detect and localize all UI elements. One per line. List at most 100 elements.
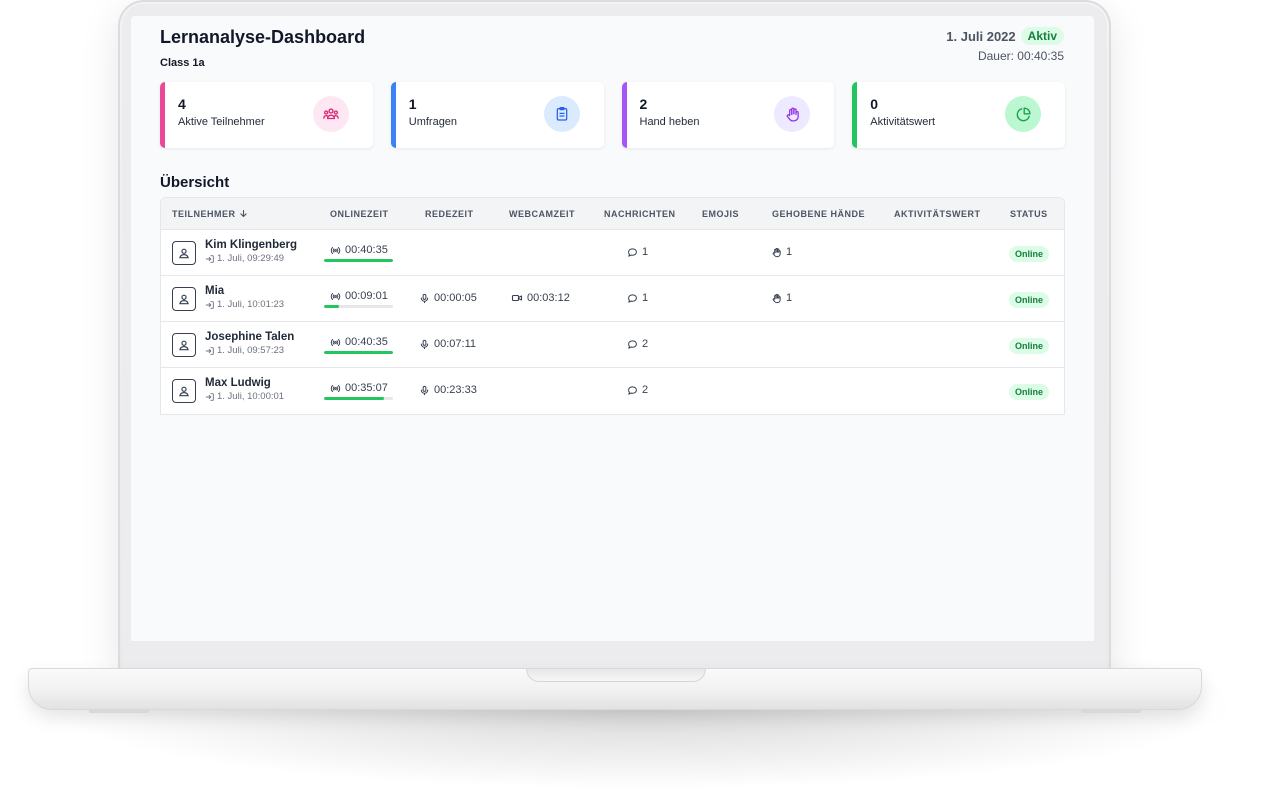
webcam-time: 00:03:12 — [511, 292, 570, 304]
column-header-label: TEILNEHMER — [172, 208, 236, 219]
user-icon — [179, 386, 189, 397]
participant-cell: Max Ludwig 1. Juli, 10:00:01 — [172, 377, 284, 403]
messages-cell: 1 — [627, 292, 648, 304]
stat-card-participants[interactable]: 4 Aktive Teilnehmer — [160, 82, 373, 148]
online-progress-fill — [324, 259, 393, 262]
online-progress — [324, 397, 393, 400]
messages-count: 2 — [627, 338, 648, 350]
stat-card-polls[interactable]: 1 Umfragen — [390, 82, 604, 148]
online-time-value: 00:09:01 — [345, 290, 388, 302]
stat-cards: 4 Aktive Teilnehmer 1 Umfragen 2 Hand he… — [160, 82, 1065, 148]
column-header-emojis[interactable]: EMOJIS — [702, 208, 740, 219]
online-progress-fill — [324, 305, 340, 308]
webcam-time-cell: 00:03:12 — [511, 292, 570, 304]
messages-count: 2 — [627, 384, 648, 396]
participant-joined: 1. Juli, 09:57:23 — [205, 345, 294, 356]
session-date-row: 1. Juli 2022 Aktiv — [946, 27, 1064, 45]
online-time-cell: 00:35:07 — [324, 382, 393, 400]
table-row[interactable]: Mia 1. Juli, 10:01:23 00:09:01 00:00:05 — [161, 276, 1064, 322]
avatar — [172, 287, 196, 311]
participant-info: Kim Klingenberg 1. Juli, 09:29:49 — [205, 239, 297, 264]
session-date: 1. Juli 2022 — [946, 28, 1016, 44]
user-icon — [179, 340, 189, 351]
participant-info: Mia 1. Juli, 10:01:23 — [205, 285, 284, 310]
online-progress — [324, 305, 393, 308]
online-time: 00:09:01 — [324, 290, 393, 302]
avatar — [172, 241, 196, 265]
page-title: Lernanalyse-Dashboard — [160, 27, 366, 47]
stat-card-activity[interactable]: 0 Aktivitätswert — [852, 82, 1065, 148]
card-accent-bar — [621, 82, 627, 148]
joined-time: 1. Juli, 09:57:23 — [217, 345, 285, 356]
participant-joined: 1. Juli, 10:00:01 — [205, 391, 284, 402]
login-icon — [205, 300, 214, 309]
hands-value: 1 — [786, 246, 793, 258]
status-badge: Online — [1009, 246, 1050, 262]
column-header-messages[interactable]: NACHRICHTEN — [604, 208, 676, 219]
participant-cell: Mia 1. Juli, 10:01:23 — [172, 285, 284, 311]
column-header-online[interactable]: ONLINEZEIT — [330, 208, 389, 219]
talk-time-cell: 00:23:33 — [419, 384, 477, 396]
status-cell: Online — [1009, 382, 1050, 400]
status-cell: Online — [1009, 290, 1050, 308]
messages-value: 1 — [642, 246, 649, 258]
participant-joined: 1. Juli, 09:29:49 — [205, 253, 297, 264]
column-header-hands[interactable]: GEHOBENE HÄNDE — [772, 208, 866, 219]
online-time-value: 00:35:07 — [345, 382, 388, 394]
dashboard-screen: Lernanalyse-Dashboard Class 1a 1. Juli 2… — [131, 16, 1094, 641]
messages-cell: 1 — [627, 246, 648, 258]
status-badge: Online — [1009, 338, 1050, 354]
participant-name[interactable]: Josephine Talen — [205, 331, 295, 343]
laptop-foot-right — [1081, 709, 1141, 713]
messages-count: 1 — [627, 292, 648, 304]
online-progress — [324, 351, 393, 354]
online-time-value: 00:40:35 — [345, 336, 388, 348]
online-time-cell: 00:40:35 — [324, 244, 393, 262]
column-header-webcam[interactable]: WEBCAMZEIT — [509, 208, 575, 219]
column-header-activity[interactable]: AKTIVITÄTSWERT — [894, 208, 981, 219]
column-header-participant[interactable]: TEILNEHMER — [172, 209, 248, 219]
card-label: Hand heben — [639, 116, 700, 128]
avatar — [172, 379, 196, 403]
card-accent-bar — [852, 82, 858, 148]
participant-name[interactable]: Max Ludwig — [205, 377, 271, 389]
talk-time-value: 00:23:33 — [434, 384, 477, 396]
table-row[interactable]: Kim Klingenberg 1. Juli, 09:29:49 00:40:… — [161, 230, 1064, 276]
overview-title: Übersicht — [160, 174, 230, 191]
video-camera-icon — [511, 294, 523, 302]
participants-table: TEILNEHMER ONLINEZEIT REDEZEIT WEBCAMZEI… — [160, 197, 1065, 415]
chat-bubble-icon — [628, 293, 637, 303]
participant-name[interactable]: Mia — [205, 285, 225, 297]
pie-chart-icon — [1005, 96, 1041, 132]
clipboard-icon — [543, 96, 580, 132]
card-value: 4 — [178, 96, 186, 112]
hands-value: 1 — [786, 292, 793, 304]
webcam-time-value: 00:03:12 — [527, 292, 570, 304]
user-icon — [179, 294, 189, 305]
joined-time: 1. Juli, 09:29:49 — [217, 253, 285, 264]
table-row[interactable]: Josephine Talen 1. Juli, 09:57:23 00:40:… — [161, 322, 1064, 368]
microphone-icon — [420, 339, 429, 349]
messages-cell: 2 — [627, 384, 648, 396]
sort-arrow-down-icon — [239, 209, 247, 218]
table-row[interactable]: Max Ludwig 1. Juli, 10:00:01 00:35:07 00… — [161, 368, 1064, 414]
participant-info: Josephine Talen 1. Juli, 09:57:23 — [205, 331, 294, 356]
online-time-value: 00:40:35 — [345, 244, 388, 256]
microphone-icon — [420, 385, 429, 395]
participant-name[interactable]: Kim Klingenberg — [205, 239, 298, 251]
chat-bubble-icon — [628, 339, 637, 349]
hands-count: 1 — [771, 292, 792, 304]
column-header-talk[interactable]: REDEZEIT — [425, 208, 474, 219]
broadcast-icon — [330, 292, 341, 300]
online-time: 00:40:35 — [324, 244, 393, 256]
messages-value: 1 — [642, 292, 649, 304]
hand-icon — [772, 247, 781, 257]
broadcast-icon — [330, 246, 341, 254]
session-info: 1. Juli 2022 Aktiv Dauer: 00:40:35 — [946, 27, 1064, 63]
user-icon — [179, 248, 189, 259]
table-body: Kim Klingenberg 1. Juli, 09:29:49 00:40:… — [161, 230, 1064, 414]
column-header-status[interactable]: STATUS — [1010, 208, 1048, 219]
online-time-cell: 00:09:01 — [324, 290, 393, 308]
card-label: Aktivitätswert — [870, 116, 936, 128]
stat-card-hand-raise[interactable]: 2 Hand heben — [621, 82, 835, 148]
